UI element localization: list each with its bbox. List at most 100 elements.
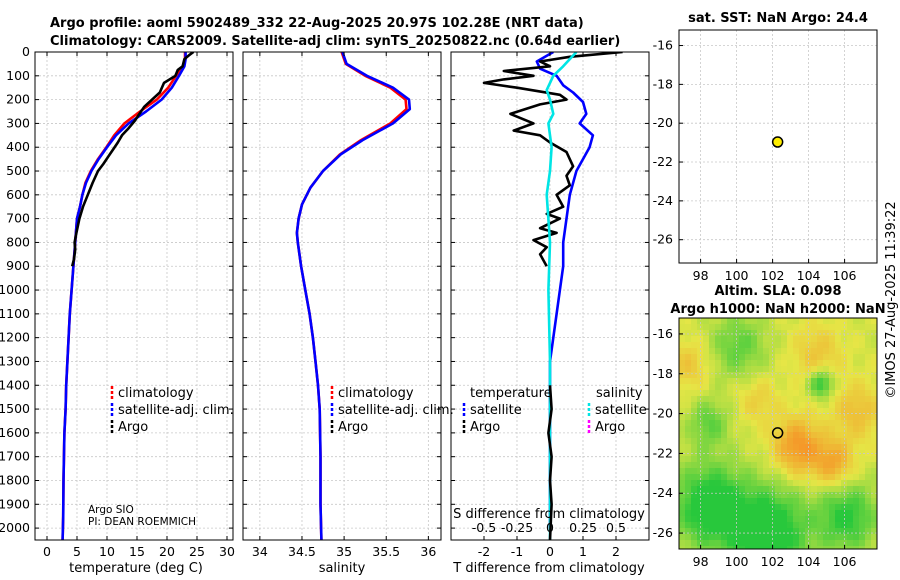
heatmap-cell	[799, 420, 806, 427]
heatmap-cell	[769, 474, 776, 481]
heatmap-cell	[853, 504, 860, 511]
heatmap-cell	[835, 354, 842, 361]
s-tick-label: -0.5	[472, 520, 496, 535]
heatmap-cell	[739, 324, 746, 331]
series-line-argo-s-diff	[547, 385, 553, 540]
heatmap-cell	[799, 474, 806, 481]
heatmap-cell	[793, 384, 800, 391]
x-tick-label: 0	[546, 544, 554, 559]
heatmap-cell	[739, 456, 746, 463]
heatmap-cell	[703, 318, 710, 325]
heatmap-cell	[775, 336, 782, 343]
heatmap-cell	[763, 378, 770, 385]
heatmap-cell	[793, 426, 800, 433]
heatmap-cell	[751, 504, 758, 511]
heatmap-cell	[751, 534, 758, 541]
heatmap-cell	[835, 330, 842, 337]
heatmap-cell	[781, 330, 788, 337]
heatmap-cell	[799, 402, 806, 409]
heatmap-cell	[823, 480, 830, 487]
heatmap-cell	[715, 498, 722, 505]
heatmap-cell	[781, 432, 788, 439]
heatmap-cell	[751, 486, 758, 493]
heatmap-cell	[691, 468, 698, 475]
heatmap-cell	[757, 522, 764, 529]
heatmap-cell	[817, 342, 824, 349]
heatmap-cell	[721, 456, 728, 463]
heatmap-cell	[679, 486, 686, 493]
difference-ticks: -2 -1 0 1 2	[451, 51, 649, 559]
heatmap-cell	[865, 438, 872, 445]
heatmap-cell	[823, 468, 830, 475]
heatmap-cell	[835, 432, 842, 439]
heatmap-cell	[739, 342, 746, 349]
heatmap-cell	[679, 522, 686, 529]
heatmap-cell	[835, 336, 842, 343]
heatmap-cell	[799, 498, 806, 505]
heatmap-cell	[859, 540, 866, 547]
heatmap-cell	[769, 366, 776, 373]
heatmap-cell	[697, 366, 704, 373]
heatmap-cell	[835, 480, 842, 487]
heatmap-cell	[817, 462, 824, 469]
heatmap-cell	[859, 438, 866, 445]
heatmap-cell	[823, 372, 830, 379]
y-tick-label: -20	[653, 406, 673, 421]
heatmap-cell	[787, 540, 794, 547]
heatmap-cell	[757, 408, 764, 415]
heatmap-cell	[697, 342, 704, 349]
heatmap-cell	[871, 432, 877, 439]
heatmap-cell	[799, 450, 806, 457]
heatmap-cell	[763, 498, 770, 505]
heatmap-cell	[739, 528, 746, 535]
heatmap-cell	[727, 540, 734, 547]
heatmap-cell	[751, 408, 758, 415]
heatmap-cell	[787, 504, 794, 511]
heatmap-cell	[727, 462, 734, 469]
legend-title-temperature: temperature	[470, 386, 552, 401]
heatmap-cell	[781, 468, 788, 475]
heatmap-cell	[829, 510, 836, 517]
heatmap-cell	[691, 456, 698, 463]
x-tick-label: -2	[478, 544, 490, 559]
heatmap-cell	[811, 474, 818, 481]
heatmap-cell	[727, 318, 734, 325]
heatmap-cell	[781, 420, 788, 427]
heatmap-cell	[817, 348, 824, 355]
heatmap-cell	[721, 444, 728, 451]
heatmap-cell	[787, 492, 794, 499]
heatmap-cell	[865, 510, 872, 517]
salinity-xlabel: salinity	[319, 561, 366, 576]
heatmap-cell	[787, 444, 794, 451]
heatmap-cell	[871, 384, 877, 391]
heatmap-cell	[715, 504, 722, 511]
heatmap-cell	[811, 516, 818, 523]
heatmap-cell	[727, 468, 734, 475]
heatmap-cell	[847, 414, 854, 421]
heatmap-cell	[721, 396, 728, 403]
heatmap-cell	[691, 390, 698, 397]
heatmap-cell	[739, 330, 746, 337]
argo-position-marker	[771, 427, 784, 439]
heatmap-cell	[865, 480, 872, 487]
heatmap-cell	[709, 330, 716, 337]
heatmap-cell	[799, 492, 806, 499]
heatmap-cell	[739, 492, 746, 499]
heatmap-cell	[841, 390, 848, 397]
heatmap-cell	[811, 486, 818, 493]
heatmap-cell	[757, 414, 764, 421]
heatmap-cell	[865, 468, 872, 475]
heatmap-cell	[703, 384, 710, 391]
heatmap-cell	[745, 384, 752, 391]
heatmap-cell	[829, 462, 836, 469]
heatmap-cell	[733, 342, 740, 349]
heatmap-cell	[781, 456, 788, 463]
heatmap-cell	[751, 342, 758, 349]
argo-position-marker	[771, 136, 784, 148]
y-tick-label: -16	[653, 38, 673, 53]
heatmap-cell	[727, 480, 734, 487]
heatmap-cell	[715, 546, 722, 549]
heatmap-cell	[745, 540, 752, 547]
heatmap-cell	[739, 534, 746, 541]
heatmap-cell	[775, 378, 782, 385]
